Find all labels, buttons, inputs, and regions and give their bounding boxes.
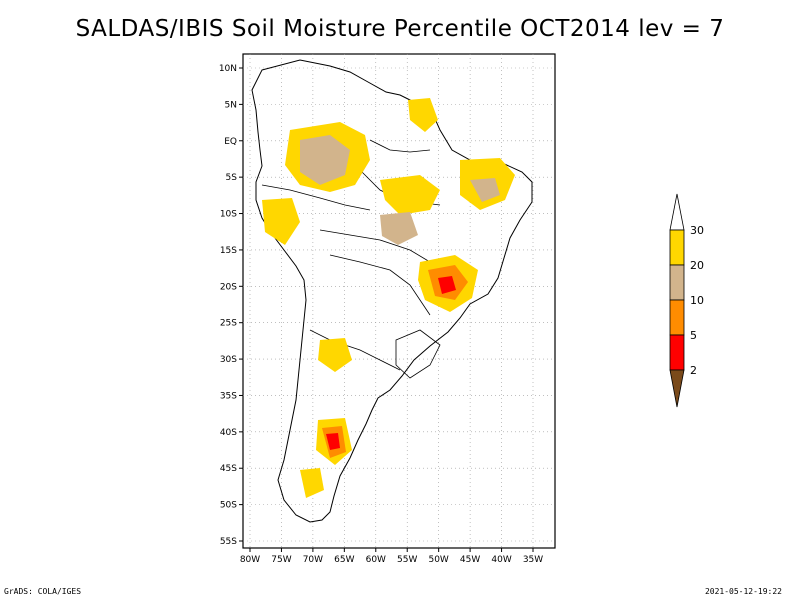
colorbar: 2 5 10 20 30 (669, 193, 704, 408)
colorbar-label-30: 30 (690, 224, 704, 237)
soil-moisture-shading (262, 98, 515, 498)
colorbar-segment-10-20 (669, 264, 685, 301)
lat-label: 10N (219, 64, 237, 74)
lat-label: 35S (220, 391, 237, 401)
lon-label: 55W (397, 555, 417, 565)
colorbar-segment-2-5 (669, 334, 685, 371)
lat-label: 45S (220, 464, 237, 474)
lat-label: 5S (226, 173, 238, 183)
lat-label: 10S (220, 210, 237, 220)
grads-credit: GrADS: COLA/IGES (4, 587, 82, 596)
colorbar-label-10: 10 (690, 294, 704, 307)
colorbar-segment-20-30 (669, 229, 685, 266)
lon-label: 65W (334, 555, 354, 565)
lat-label: EQ (224, 137, 237, 147)
lat-label: 50S (220, 501, 237, 511)
colorbar-label-5: 5 (690, 329, 697, 342)
colorbar-bottom-arrow (669, 369, 685, 408)
colorbar-segment-5-10 (669, 299, 685, 336)
colorbar-label-20: 20 (690, 259, 704, 272)
lon-label: 75W (271, 555, 291, 565)
lon-label: 60W (366, 555, 386, 565)
lon-label: 35W (523, 555, 543, 565)
lat-label: 25S (220, 319, 237, 329)
longitude-axis: 80W 75W 70W 65W 60W 55W 50W 45W 40W 35W (240, 548, 543, 565)
latitude-axis: 10N 5N EQ 5S 10S 15S 20S 25S 30S 35S 40S 45S 50S 55S (219, 64, 243, 547)
lon-label: 80W (240, 555, 260, 565)
lat-label: 55S (220, 537, 237, 547)
map-frame (242, 53, 556, 549)
lon-label: 70W (303, 555, 323, 565)
lat-label: 5N (225, 100, 237, 110)
colorbar-top-arrow (669, 193, 685, 231)
map-title: SALDAS/IBIS Soil Moisture Percentile OCT… (75, 16, 725, 42)
lon-label: 40W (491, 555, 511, 565)
colorbar-label-2: 2 (690, 364, 697, 377)
lon-label: 45W (460, 555, 480, 565)
timestamp: 2021-05-12-19:22 (704, 587, 782, 596)
lon-label: 50W (428, 555, 448, 565)
lat-label: 20S (220, 282, 237, 292)
lat-label: 40S (220, 428, 237, 438)
lat-label: 15S (220, 246, 237, 256)
south-america-coastline (251, 59, 533, 523)
lat-label: 30S (220, 355, 237, 365)
